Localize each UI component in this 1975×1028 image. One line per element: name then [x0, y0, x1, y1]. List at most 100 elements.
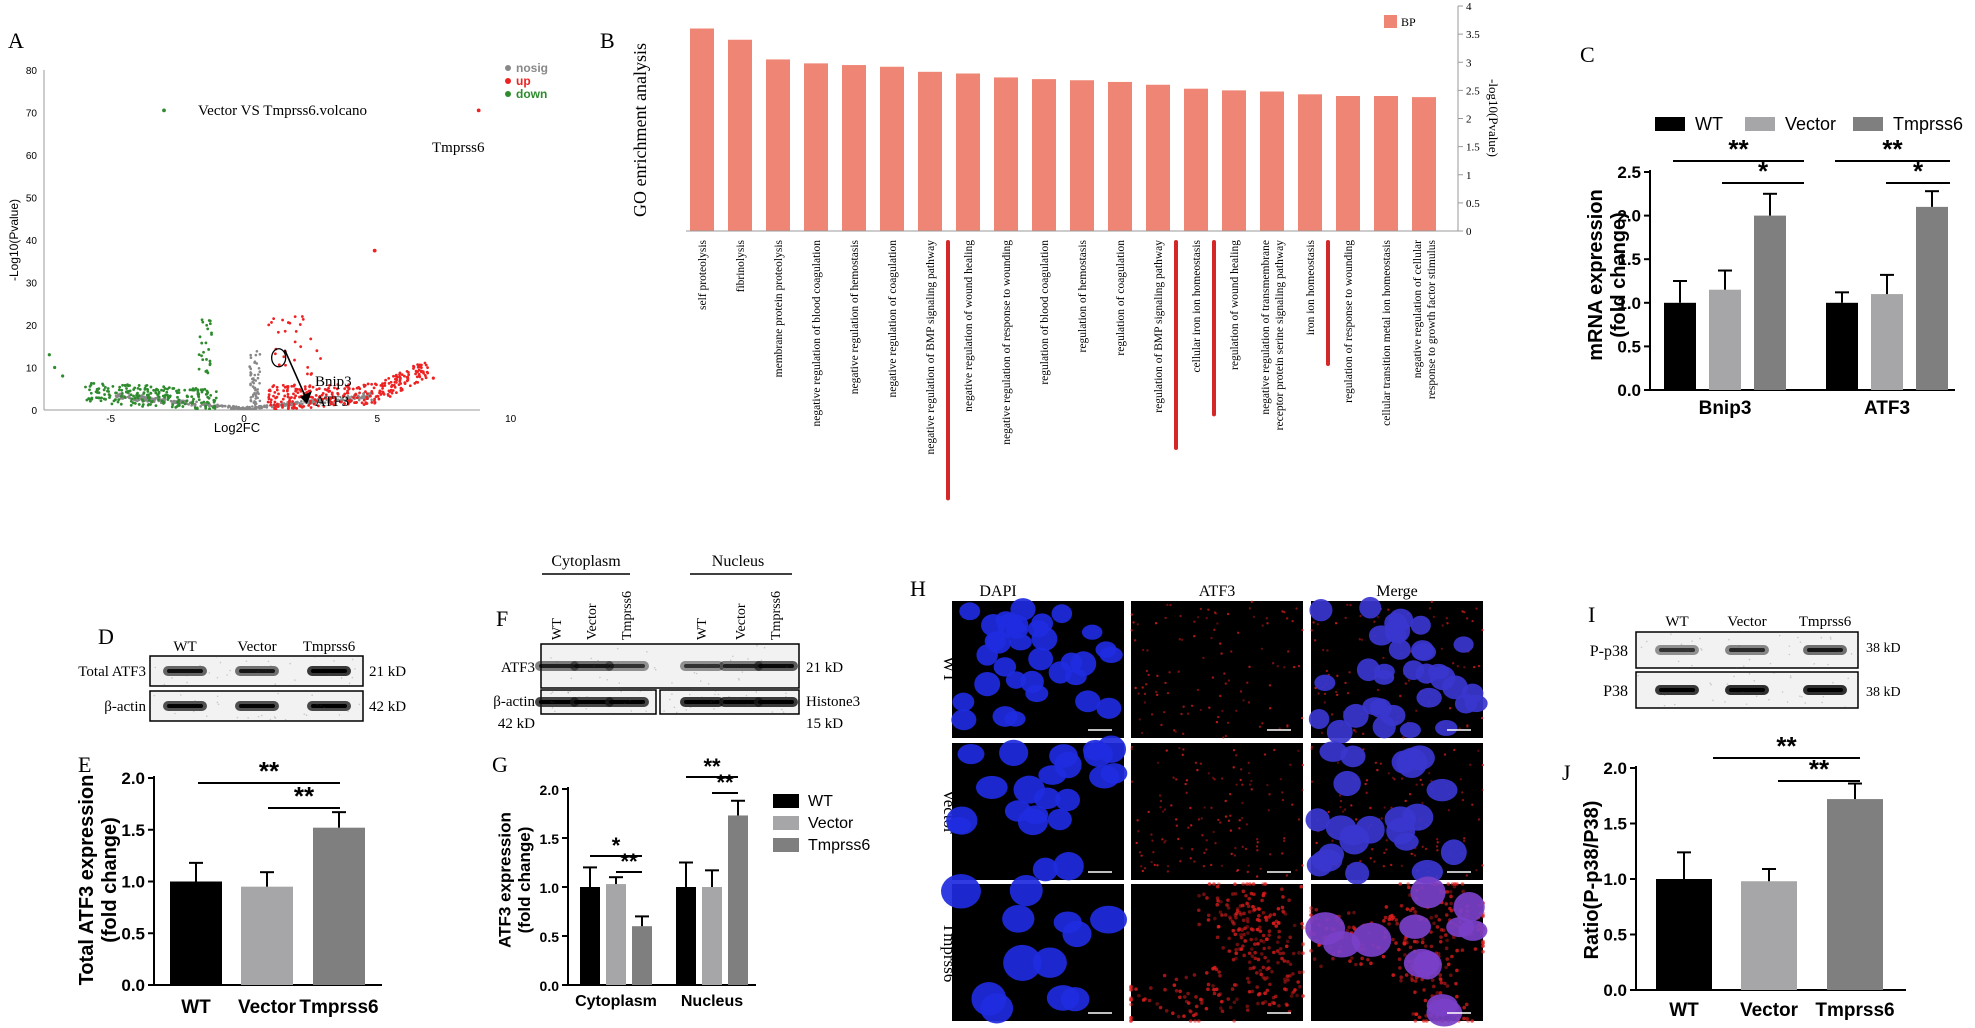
atf3-signal — [1220, 913, 1224, 917]
point-up — [352, 396, 355, 399]
point-down — [149, 391, 153, 395]
point-down — [136, 391, 139, 395]
atf3-signal — [1166, 603, 1169, 607]
atf3-signal — [1264, 937, 1269, 942]
f-histone-noise — [685, 709, 688, 711]
atf3-signal — [1241, 882, 1245, 886]
f-histone-noise — [728, 695, 730, 698]
y-tick-label: 2.0 — [1603, 759, 1627, 778]
point-up — [303, 385, 307, 388]
atf3-signal — [1231, 892, 1235, 896]
point-up — [403, 374, 406, 378]
f-actin-noise — [578, 696, 580, 698]
f-atf3-noise — [737, 677, 740, 680]
atf3-signal — [1178, 638, 1182, 641]
atf3-signal — [1384, 905, 1389, 909]
nucleus — [957, 744, 985, 765]
atf3-signal — [1460, 882, 1465, 886]
point-nosig — [254, 392, 258, 395]
atf3-signal — [1275, 940, 1280, 944]
atf3-signal — [1134, 686, 1137, 690]
atf3-signal — [1417, 1015, 1422, 1020]
atf3-signal — [1181, 753, 1184, 757]
atf3-signal — [1257, 907, 1261, 911]
atf3-signal — [1310, 747, 1313, 751]
atf3-signal — [1235, 997, 1239, 1002]
atf3-signal — [1365, 791, 1368, 795]
atf3-signal — [1398, 966, 1402, 970]
d-atf3-noise — [199, 664, 201, 667]
i-p38-noise — [1832, 681, 1834, 684]
atf3-signal — [1234, 915, 1238, 920]
atf3-signal — [1137, 692, 1140, 695]
atf3-signal — [1156, 864, 1159, 867]
f-histone-noise — [688, 693, 691, 696]
atf3-signal — [1179, 860, 1182, 863]
point-up — [420, 363, 423, 367]
point-nosig — [265, 404, 269, 407]
atf3-signal — [1343, 808, 1347, 811]
point-down — [209, 393, 213, 397]
atf3-signal — [1454, 981, 1458, 986]
atf3-signal — [1228, 1005, 1233, 1010]
atf3-signal — [1288, 974, 1292, 978]
atf3-signal — [1434, 914, 1439, 918]
i-p38-noise — [1768, 698, 1770, 701]
atf3-signal — [1297, 970, 1302, 975]
atf3-signal — [1458, 727, 1461, 730]
point-up — [370, 389, 374, 393]
nucleus — [1305, 808, 1330, 832]
atf3-signal — [1150, 860, 1153, 864]
point-up — [283, 329, 287, 333]
atf3-signal — [1423, 998, 1428, 1003]
significance-marker: ** — [1809, 754, 1830, 784]
atf3-signal — [1214, 841, 1217, 845]
point-up — [405, 379, 409, 383]
f-histone-noise — [757, 703, 760, 706]
atf3-signal — [1233, 932, 1238, 937]
d-atf3-noise — [226, 674, 228, 676]
i-pp38-noise — [1680, 643, 1683, 646]
atf3-signal — [1169, 603, 1172, 607]
atf3-signal — [1247, 896, 1252, 901]
legend-swatch — [1745, 117, 1775, 131]
atf3-signal — [1185, 779, 1189, 782]
nucleus — [1090, 905, 1128, 934]
point-up — [280, 403, 284, 407]
atf3-signal — [1429, 944, 1434, 949]
point-up — [389, 380, 393, 384]
go-bar — [1336, 96, 1360, 231]
bar — [1826, 302, 1858, 390]
atf3-signal — [1212, 965, 1217, 970]
i-p38-noise — [1844, 706, 1846, 708]
nucleus — [1453, 892, 1485, 922]
atf3-signal — [1259, 938, 1263, 943]
f-atf3-noise — [707, 682, 710, 685]
atf3-signal — [1159, 799, 1163, 803]
point-up — [406, 370, 410, 374]
nucleus — [1374, 663, 1395, 680]
point-up — [322, 404, 326, 408]
point-up — [354, 401, 358, 404]
d-atf3-noise — [348, 666, 350, 669]
go-category-label: fibrinolysis — [735, 239, 747, 292]
atf3-signal — [1223, 672, 1226, 675]
atf3-signal — [1301, 763, 1305, 767]
row-label: P38 — [1603, 683, 1628, 700]
atf3-signal — [1391, 776, 1395, 780]
atf3-signal — [1428, 607, 1432, 610]
d-atf3-noise — [293, 679, 296, 681]
atf3-signal — [1445, 938, 1449, 943]
i-pp38-noise — [1670, 633, 1672, 636]
atf3-signal — [1192, 1013, 1196, 1018]
atf3-signal — [1254, 937, 1258, 941]
atf3-signal — [1138, 718, 1142, 721]
point-up — [424, 376, 428, 380]
d-atf3-noise — [351, 658, 354, 661]
f-histone-noise — [781, 708, 783, 711]
annotation-arrow — [283, 349, 307, 399]
atf3-signal — [1178, 746, 1181, 750]
point-nosig — [199, 405, 202, 408]
right-tick-label: 2.5 — [1466, 85, 1480, 97]
atf3-signal — [1451, 662, 1455, 665]
